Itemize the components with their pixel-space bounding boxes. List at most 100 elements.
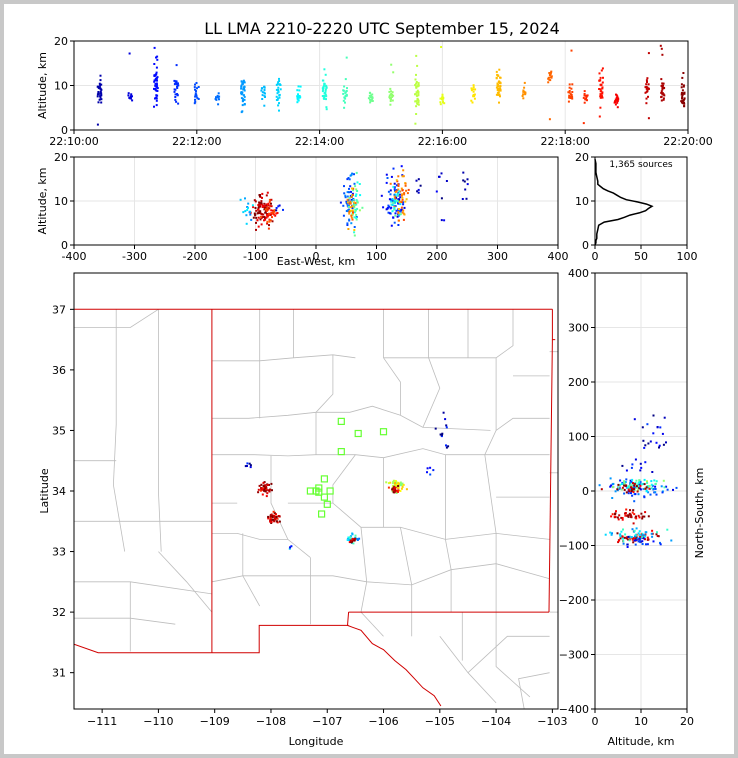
time-alt-point [240,91,243,94]
ns-alt-point [653,479,656,482]
ns-alt-point [635,479,638,482]
time-alt-point [98,82,101,85]
ns-alt-point [609,531,612,534]
ns-alt-point [635,539,638,542]
plan-view-point [271,489,273,492]
ns-alt-point [618,486,621,489]
time-alt-point [568,83,571,86]
lma-station-marker [318,510,326,518]
ns-alt-point [622,540,625,543]
chart-title: LL LMA 2210-2220 UTC September 15, 2024 [204,19,560,38]
ns-alt-point [641,426,644,429]
ew-alt-point [346,202,348,205]
ns-alt-point [632,491,635,493]
time-alt-point [296,89,299,92]
time-alt-point [324,92,327,95]
time-alt-point [417,82,420,85]
ns-alt-point [626,486,629,489]
time-alt-point [368,94,371,97]
time-alt-point [174,96,177,98]
ns-xtick-label: 20 [680,715,694,728]
ew-alt-point [397,192,400,195]
plan-view-point [278,520,281,523]
plan-view-point [346,539,349,541]
figure-frame: LL LMA 2210-2220 UTC September 15, 2024 … [4,4,734,754]
ew-alt-point [268,218,271,221]
time-alt-point [499,95,501,98]
ew-alt-xtick-label: 0 [313,250,320,263]
ew-alt-point [401,196,404,199]
plan-view-point [265,495,268,498]
ew-alt-point [268,200,271,203]
lma-station-marker [323,500,331,508]
ns-alt-point [632,482,634,485]
ns-alt-point [647,491,650,494]
plan-view-point [272,510,275,513]
time-alt-point [549,79,552,82]
ew-alt-point [395,179,398,182]
ew-alt-point [401,174,404,177]
ew-alt-point [400,194,403,197]
state-border [551,309,556,341]
plan-view-point [270,521,273,523]
lma-station-marker [354,429,362,438]
ew-alt-point [348,191,350,194]
ew-alt-point [398,214,401,217]
plan-view-point [358,537,361,540]
time-alt-point [240,84,243,87]
plan-view-point [399,490,402,492]
ns-alt-point [620,516,623,519]
time-alt-point [195,90,197,93]
time-alt-point [193,102,196,105]
ew-alt-point [264,218,267,221]
time-alt-point [616,101,619,104]
ns-alt-point [655,441,658,444]
ew-alt-point [353,182,356,185]
ns-alt-point [633,536,636,539]
time-alt-point [683,98,685,101]
ew-alt-point [464,188,467,191]
time-alt-point [583,93,586,95]
time-alt-point [617,97,620,100]
plan-view-point [272,518,274,521]
time-alt-point [263,104,266,107]
ew-alt-point [344,196,347,199]
time-alt-point [646,77,649,80]
ew-alt-point [247,202,250,205]
plan-view-point [268,489,271,492]
ew-alt-point [398,193,401,196]
time-altitude-panel: 22:10:00 22:12:00 22:14:00 22:16:00 22:18:00… [36,35,713,148]
figure-canvas: LL LMA 2210-2220 UTC September 15, 2024 … [36,19,713,748]
plan-view-point [429,466,432,469]
time-alt-point [196,87,198,90]
time-alt-point [194,98,196,101]
plan-view-point [260,487,263,489]
ns-alt-point [666,528,669,531]
ew-alt-point [355,199,358,202]
time-alt-point [195,93,198,96]
time-alt-point [216,94,219,97]
county-border [211,354,356,362]
time-alt-point [277,86,280,89]
time-alt-ytick-label: 0 [61,124,68,137]
time-alt-point [194,92,197,95]
time-alt-point [524,91,527,94]
ew-alt-point [270,209,273,212]
ew-alt-point [254,200,257,203]
ns-alt-point [643,446,646,449]
ew-alt-point [401,198,404,201]
ns-alt-point [641,536,644,539]
time-alt-point [584,98,587,101]
ew-alt-point [461,198,464,200]
plan-view-point [392,481,395,484]
ew-alt-point [261,192,264,195]
time-alt-point [414,93,417,96]
ew-alt-point [346,204,349,207]
ns-alt-point [649,493,652,496]
time-alt-point [439,103,442,106]
plan-view-point [391,482,394,485]
time-alt-point [342,89,345,92]
altitude-ns-panel: 0 10 20 −400 −300 −200 −100 0 100 200 300 400 Altitu… [559,267,706,748]
ew-alt-point [265,209,267,212]
time-alt-point [321,90,324,93]
